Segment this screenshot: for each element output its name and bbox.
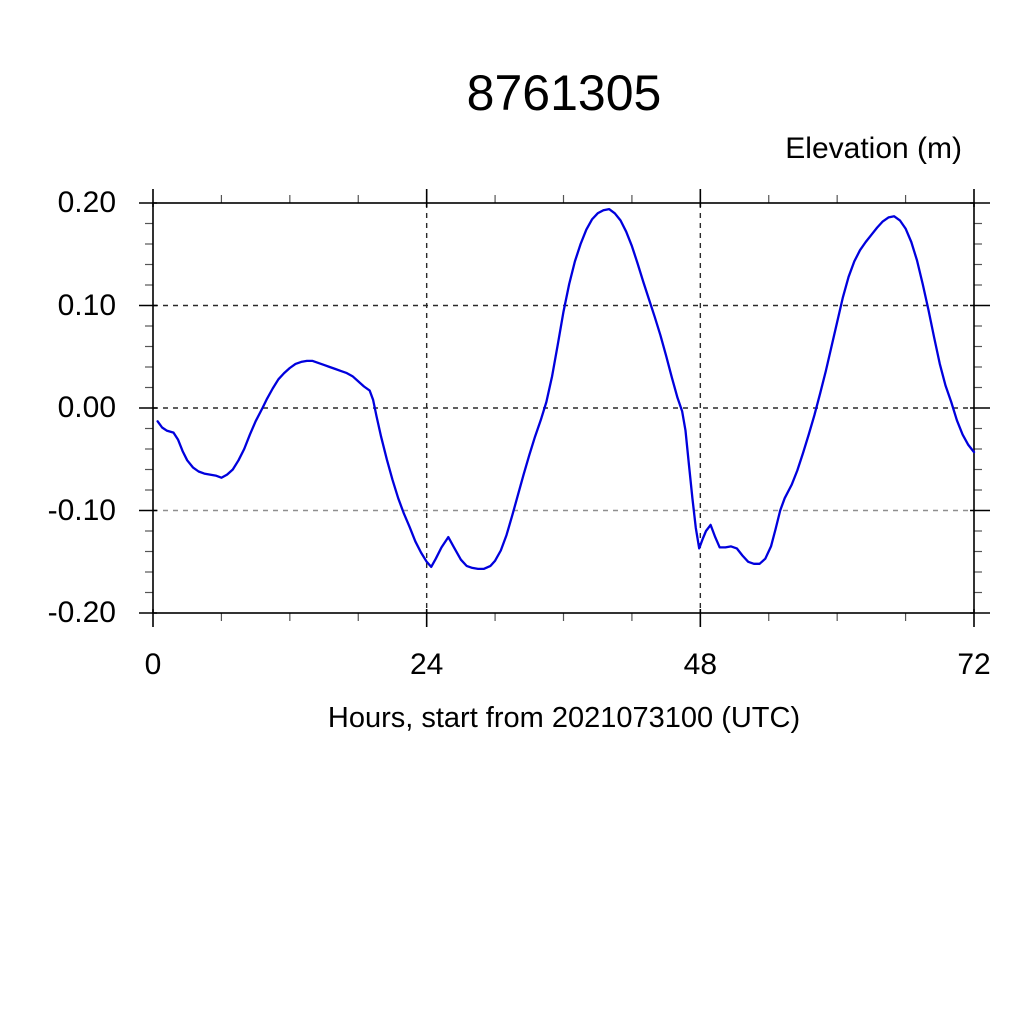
x-tick-label: 0 xyxy=(144,648,162,681)
x-tick-label: 48 xyxy=(683,648,718,681)
chart-title: 8761305 xyxy=(466,65,662,121)
y-tick-label: 0.10 xyxy=(57,288,116,322)
plot-frame xyxy=(152,202,975,614)
y-tick-label: -0.20 xyxy=(47,596,116,629)
x-axis-label: Hours, start from 2021073100 (UTC) xyxy=(327,702,801,734)
y-axis-title: Elevation (m) xyxy=(785,132,962,165)
x-tick-label: 72 xyxy=(957,648,991,681)
y-tick-label: -0.10 xyxy=(47,493,116,527)
x-tick-label: 24 xyxy=(409,648,444,681)
elevation-curve xyxy=(156,207,976,571)
y-tick-label: 0.20 xyxy=(57,186,116,219)
y-tick-label: 0.00 xyxy=(57,391,116,424)
